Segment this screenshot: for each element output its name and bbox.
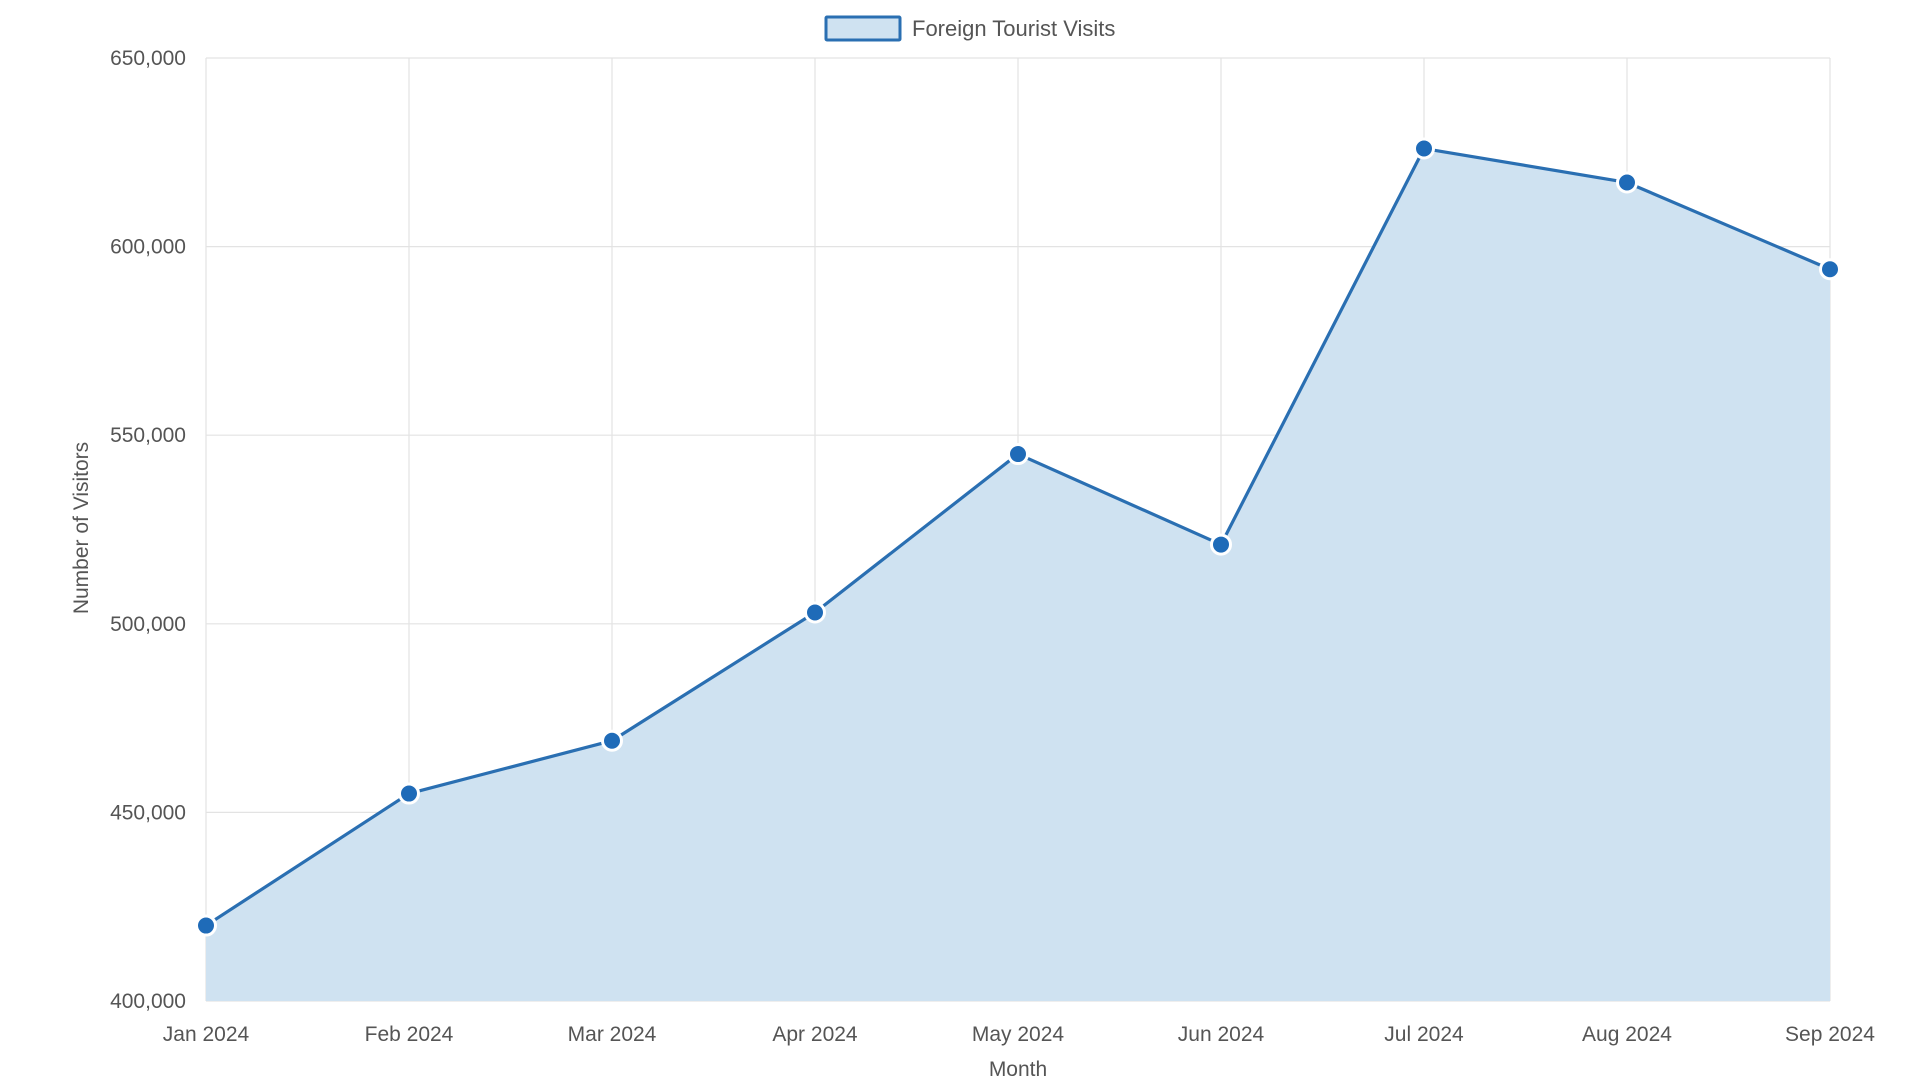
y-tick-label: 400,000 [110, 990, 186, 1013]
y-tick-label: 600,000 [110, 236, 186, 259]
x-tick-label: Sep 2024 [1785, 1023, 1875, 1046]
y-axis-title: Number of Visitors [70, 442, 93, 614]
data-point[interactable] [1413, 137, 1435, 160]
data-point[interactable] [601, 729, 623, 752]
data-point[interactable] [1007, 443, 1029, 466]
x-axis-ticks: Jan 2024 Feb 2024 Mar 2024 Apr 2024 May 2024… [163, 1023, 1875, 1046]
series-area-layer [195, 137, 1841, 1001]
legend[interactable]: Foreign Tourist Visits [824, 15, 1115, 42]
y-tick-label: 500,000 [110, 613, 186, 636]
x-tick-label: Jun 2024 [1178, 1023, 1265, 1046]
x-tick-label: Mar 2024 [568, 1023, 657, 1046]
x-tick-label: Aug 2024 [1582, 1023, 1672, 1046]
x-tick-label: May 2024 [972, 1023, 1065, 1046]
legend-label[interactable]: Foreign Tourist Visits [912, 16, 1115, 41]
y-tick-label: 650,000 [110, 47, 186, 70]
x-tick-label: Jan 2024 [163, 1023, 250, 1046]
data-point[interactable] [804, 601, 826, 624]
series-area-fill [206, 148, 1830, 1001]
data-point[interactable] [398, 782, 420, 805]
x-axis-title: Month [989, 1058, 1047, 1080]
y-axis-ticks: 400,000 450,000 500,000 550,000 600,000 650,0… [110, 47, 186, 1013]
data-point[interactable] [195, 914, 217, 937]
legend-swatch[interactable] [824, 15, 902, 42]
x-tick-label: Apr 2024 [772, 1023, 858, 1046]
x-tick-label: Jul 2024 [1384, 1023, 1464, 1046]
y-tick-label: 450,000 [110, 801, 186, 824]
data-point[interactable] [1819, 258, 1841, 281]
data-point[interactable] [1616, 171, 1638, 194]
data-point[interactable] [1210, 533, 1232, 556]
y-tick-label: 550,000 [110, 424, 186, 447]
x-tick-label: Feb 2024 [365, 1023, 454, 1046]
